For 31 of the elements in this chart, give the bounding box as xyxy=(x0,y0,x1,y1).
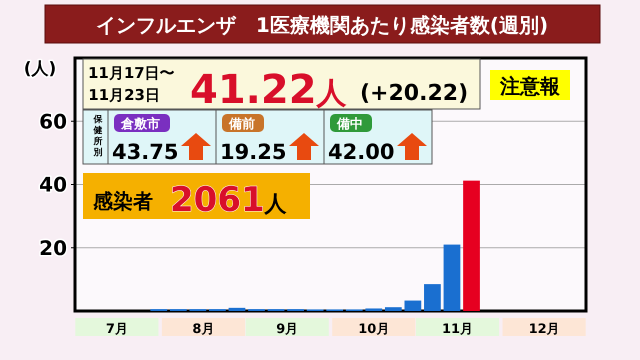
annotation: 42.00 xyxy=(328,140,394,164)
bar xyxy=(228,308,246,311)
annotation: 感染者 xyxy=(92,189,153,213)
bar xyxy=(404,300,422,311)
annotation: 注意報 xyxy=(499,74,561,98)
x-tick-label: 7月 xyxy=(106,322,128,337)
annotation: 43.75 xyxy=(112,140,178,164)
y-tick-label: 40 xyxy=(39,172,67,196)
bar xyxy=(365,308,382,311)
annotation: 倉敷市 xyxy=(120,116,160,132)
chart-title: インフルエンザ 1医療機関あたり感染者数(週別) xyxy=(96,13,548,37)
y-axis-title: (人) xyxy=(24,59,56,79)
bar xyxy=(424,284,441,311)
annotation: 41.22人 xyxy=(190,67,348,113)
annotation: 11月17日〜 11月23日 xyxy=(88,64,175,104)
x-tick-label: 12月 xyxy=(528,322,560,337)
y-tick-label: 20 xyxy=(39,236,67,260)
x-tick-label: 8月 xyxy=(192,322,214,337)
bar xyxy=(444,244,460,311)
annotation: 備中 xyxy=(336,117,363,132)
annotation: 保健所別 xyxy=(92,114,104,158)
annotation: (+20.22) xyxy=(360,81,468,106)
annotation: 2061人 xyxy=(170,180,288,220)
bar xyxy=(384,307,402,311)
annotation: 備前 xyxy=(228,117,255,132)
x-tick-label: 10月 xyxy=(358,322,390,337)
x-tick-label: 11月 xyxy=(442,322,474,337)
annotation: 19.25 xyxy=(220,140,286,164)
bar xyxy=(463,180,480,311)
y-tick-label: 60 xyxy=(39,109,67,134)
x-tick-label: 9月 xyxy=(276,322,298,337)
